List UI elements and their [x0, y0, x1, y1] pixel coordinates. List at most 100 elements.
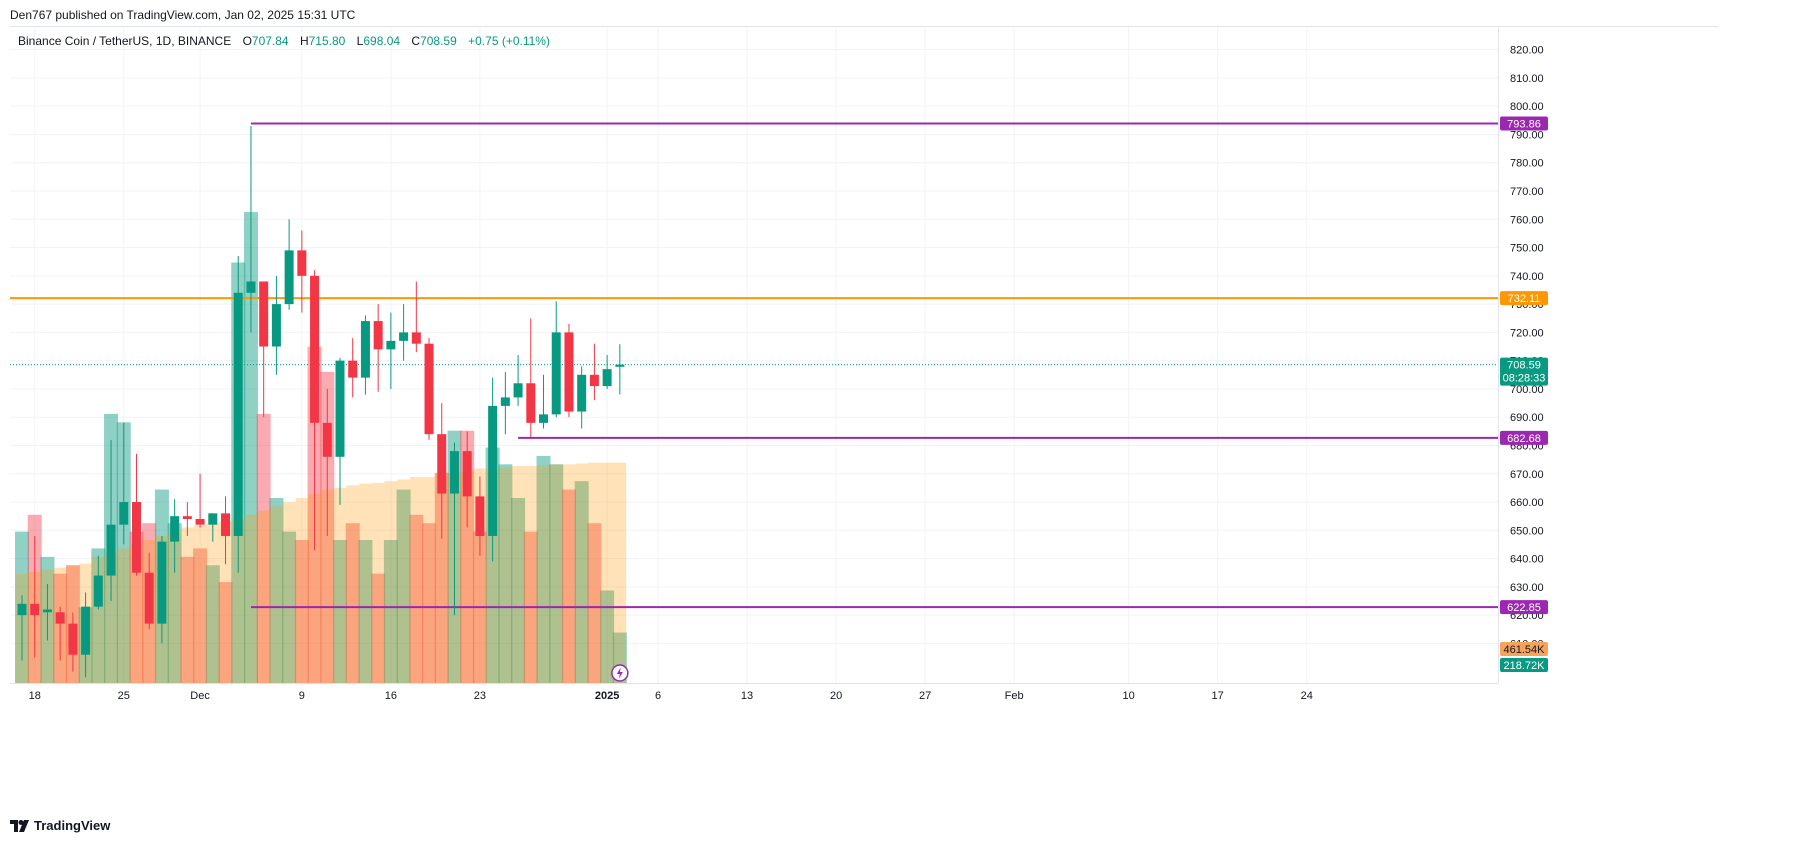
- current-price-badge: [1500, 357, 1548, 386]
- time-tick-label: 27: [919, 690, 931, 702]
- candle-body: [17, 603, 27, 616]
- time-tick-label: 13: [741, 690, 753, 702]
- low-label: L: [356, 34, 364, 48]
- volume-bar: [434, 472, 449, 683]
- candle-body: [208, 513, 218, 525]
- high-value: 715.80: [308, 34, 346, 48]
- time-tick-label: 17: [1212, 690, 1224, 702]
- tradingview-logo-icon: [10, 819, 29, 832]
- candle-body: [360, 321, 370, 378]
- candle-body: [589, 374, 599, 387]
- candle-body: [221, 513, 231, 536]
- candle-body: [449, 451, 459, 494]
- time-tick-label: 2025: [595, 690, 619, 702]
- price-tick-label: 690.00: [1510, 412, 1544, 424]
- volume-bar: [574, 481, 589, 683]
- time-tick-label: 25: [118, 690, 130, 702]
- volume-badge: [1500, 642, 1548, 656]
- candle-body: [195, 519, 205, 525]
- volume-bar: [116, 422, 131, 683]
- price-tick-label: 660.00: [1510, 497, 1544, 509]
- candle-body: [411, 332, 421, 344]
- candle-body: [131, 502, 141, 573]
- time-tick-label: 23: [474, 690, 486, 702]
- candle-body: [93, 575, 103, 607]
- price-tick-label: 790.00: [1510, 129, 1544, 141]
- volume-bar: [256, 413, 271, 683]
- volume-bar: [294, 540, 309, 683]
- candle-body: [335, 360, 345, 457]
- candle-body: [42, 609, 52, 613]
- time-tick-label: Feb: [1005, 690, 1024, 702]
- volume-badge: [1500, 658, 1548, 672]
- time-tick-label: 20: [830, 690, 842, 702]
- volume-bar: [422, 523, 437, 683]
- candle-body: [233, 292, 243, 536]
- volume-bar: [205, 565, 220, 683]
- level-badge[interactable]: [1500, 600, 1548, 615]
- level-badge[interactable]: [1500, 430, 1548, 445]
- lightning-bolt-icon: [616, 667, 623, 679]
- volume-bar: [333, 540, 347, 683]
- volume-bar: [193, 548, 208, 683]
- level-badge-label: 622.85: [1507, 602, 1541, 614]
- volume-bar: [358, 540, 373, 683]
- price-tick-label: 780.00: [1510, 158, 1544, 170]
- candle-body: [246, 281, 256, 293]
- candle-body: [424, 343, 434, 435]
- price-tick-label: 630.00: [1510, 582, 1544, 594]
- volume-bar: [561, 489, 576, 683]
- candle-body: [551, 332, 561, 415]
- candle-body: [500, 397, 510, 406]
- tradingview-logo[interactable]: TradingView: [10, 818, 110, 833]
- candle-body: [348, 360, 358, 378]
- volume-bar: [409, 514, 424, 683]
- time-tick-label: 16: [385, 690, 397, 702]
- price-tick-label: 760.00: [1510, 214, 1544, 226]
- price-tick-label: 700.00: [1510, 384, 1544, 396]
- candle-body: [271, 304, 281, 347]
- candlestick-chart[interactable]: 610.00620.00630.00640.00650.00660.00670.…: [10, 27, 1718, 781]
- candle-body: [322, 422, 332, 457]
- open-value: 707.84: [251, 34, 289, 48]
- candle-body: [475, 496, 485, 536]
- tradingview-brand: TradingView: [34, 818, 111, 833]
- price-tick-label: 640.00: [1510, 554, 1544, 566]
- candle-body: [437, 434, 447, 494]
- candle-body: [259, 281, 269, 347]
- time-tick-label: 24: [1301, 690, 1313, 702]
- candle-body: [577, 374, 587, 412]
- high-label: H: [299, 34, 309, 48]
- volume-bar: [180, 556, 195, 683]
- time-tick-label: 6: [655, 690, 661, 702]
- price-tick-label: 820.00: [1510, 45, 1544, 57]
- candle-body: [386, 340, 396, 350]
- candle-body: [602, 369, 612, 387]
- close-label: C: [411, 34, 421, 48]
- candle-body: [30, 603, 40, 616]
- price-tick-label: 810.00: [1510, 73, 1544, 85]
- chart-pane[interactable]: 610.00620.00630.00640.00650.00660.00670.…: [10, 26, 1718, 781]
- symbol-name[interactable]: Binance Coin / TetherUS, 1D, BINANCE: [18, 34, 232, 48]
- volume-bar: [243, 212, 258, 683]
- countdown-label: 08:28:33: [1503, 373, 1546, 385]
- time-tick-label: 9: [299, 690, 305, 702]
- volume-bar: [511, 497, 526, 683]
- level-badge-label: 732.11: [1508, 293, 1541, 305]
- candle-body: [284, 250, 294, 305]
- volume-ma-area: [15, 462, 627, 683]
- volume-bar: [587, 523, 602, 683]
- volume-bar: [383, 540, 398, 683]
- level-badge-label: 793.86: [1507, 119, 1541, 131]
- price-tick-label: 720.00: [1510, 327, 1544, 339]
- time-tick-label: 10: [1123, 690, 1135, 702]
- volume-bar: [549, 464, 564, 683]
- low-value: 698.04: [363, 34, 401, 48]
- time-tick-label: Dec: [190, 690, 210, 702]
- level-badge[interactable]: [1500, 291, 1548, 306]
- current-price-label: 708.59: [1507, 360, 1541, 372]
- level-badge[interactable]: [1500, 116, 1548, 131]
- time-tick-label: 18: [29, 690, 41, 702]
- candle-body: [297, 250, 307, 276]
- price-tick-label: 750.00: [1510, 243, 1544, 255]
